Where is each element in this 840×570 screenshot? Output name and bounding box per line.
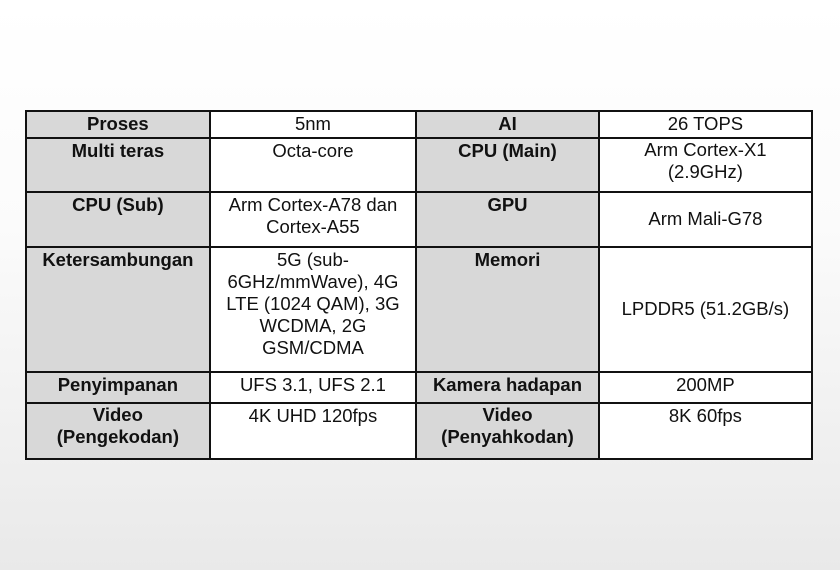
label-cell: Kamera hadapan bbox=[415, 371, 600, 404]
label-cell: CPU (Sub) bbox=[25, 191, 211, 248]
value-cell: 26 TOPS bbox=[597, 110, 814, 139]
value-cell: Arm Mali-G78 bbox=[597, 191, 814, 248]
value-cell: Octa-core bbox=[208, 137, 418, 193]
value-cell: 4K UHD 120fps bbox=[208, 402, 418, 460]
label-cell: Proses bbox=[25, 110, 211, 139]
label-cell: Video (Pengekodan) bbox=[25, 402, 211, 460]
label-cell: CPU (Main) bbox=[415, 137, 600, 193]
value-cell: 5G (sub-6GHz/mmWave), 4G LTE (1024 QAM),… bbox=[208, 246, 418, 373]
table-row: CPU (Sub) Arm Cortex-A78 dan Cortex-A55 … bbox=[25, 191, 814, 248]
table-row: Video (Pengekodan) 4K UHD 120fps Video (… bbox=[25, 402, 814, 460]
label-cell: Video (Penyahkodan) bbox=[415, 402, 600, 460]
spec-table: Proses 5nm AI 26 TOPS Multi teras Octa-c… bbox=[25, 110, 814, 460]
label-cell: GPU bbox=[415, 191, 600, 248]
table-row: Ketersambungan 5G (sub-6GHz/mmWave), 4G … bbox=[25, 246, 814, 373]
table-row: Proses 5nm AI 26 TOPS bbox=[25, 110, 814, 139]
label-cell: Multi teras bbox=[25, 137, 211, 193]
label-cell: Penyimpanan bbox=[25, 371, 211, 404]
table-row: Multi teras Octa-core CPU (Main) Arm Cor… bbox=[25, 137, 814, 193]
label-cell: Memori bbox=[415, 246, 600, 373]
table-row: Penyimpanan UFS 3.1, UFS 2.1 Kamera hada… bbox=[25, 371, 814, 404]
value-cell: 200MP bbox=[597, 371, 814, 404]
value-cell: Arm Cortex-A78 dan Cortex-A55 bbox=[208, 191, 418, 248]
value-cell: 5nm bbox=[208, 110, 418, 139]
value-cell: Arm Cortex-X1 (2.9GHz) bbox=[597, 137, 814, 193]
value-cell: LPDDR5 (51.2GB/s) bbox=[597, 246, 814, 373]
value-cell: 8K 60fps bbox=[597, 402, 814, 460]
value-cell: UFS 3.1, UFS 2.1 bbox=[208, 371, 418, 404]
label-cell: AI bbox=[415, 110, 600, 139]
label-cell: Ketersambungan bbox=[25, 246, 211, 373]
